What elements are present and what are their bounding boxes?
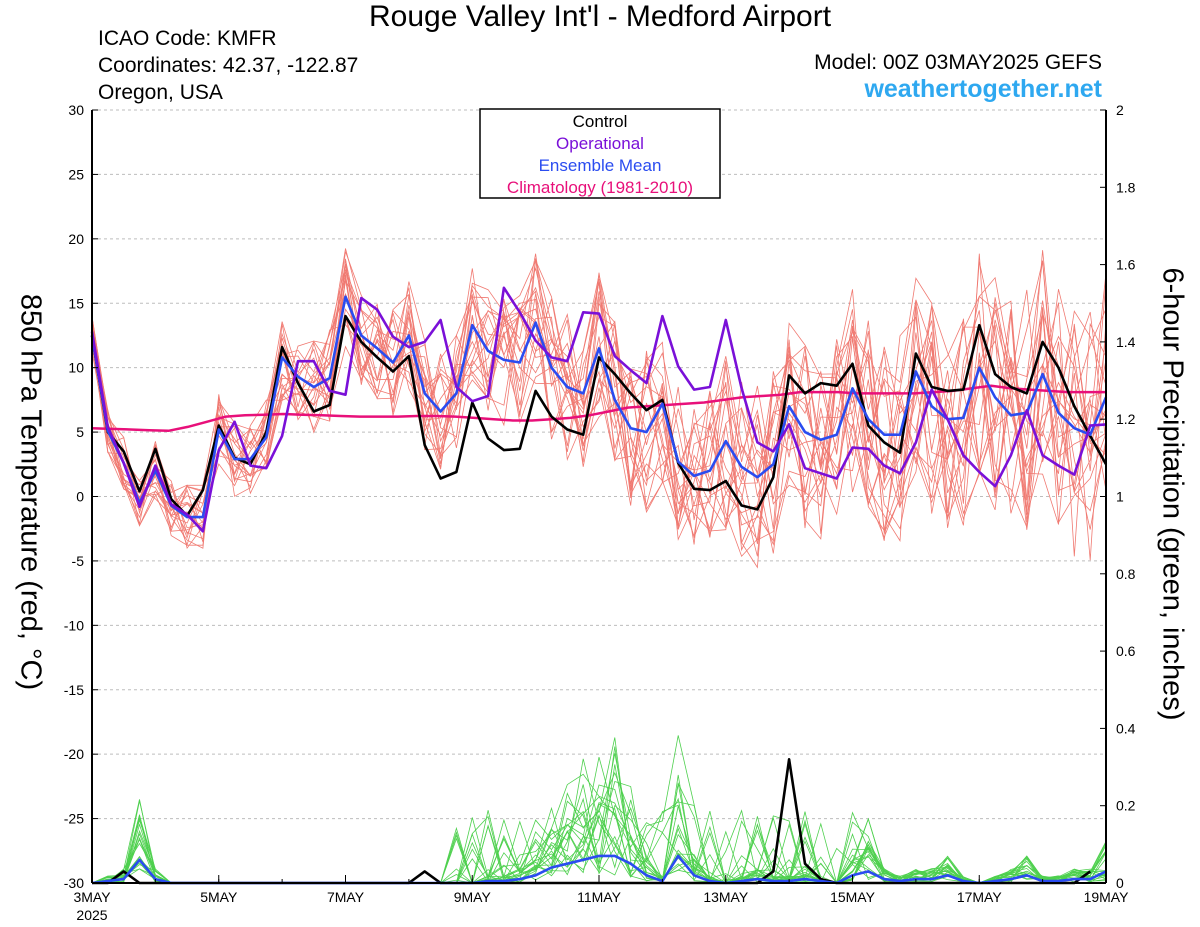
x-tick-label: 19MAY — [1084, 889, 1130, 905]
y-tick-label: 30 — [68, 102, 84, 118]
y2-tick-label: 2 — [1116, 102, 1124, 118]
climatology-1981-2010-line — [91, 384, 1106, 433]
operational-line — [90, 286, 1107, 533]
grid-lines — [92, 109, 1106, 884]
y2-tick-label: 0.2 — [1116, 798, 1136, 814]
icao-code: ICAO Code: KMFR — [98, 27, 277, 50]
y-tick-label: -30 — [64, 875, 84, 891]
y2-tick-label: 0.6 — [1116, 643, 1136, 659]
legend-entry: Control — [573, 112, 628, 131]
y-tick-label: -20 — [64, 746, 84, 762]
y-tick-label: 15 — [68, 295, 84, 311]
legend: Control Operational Ensemble Mean Climatolo… — [479, 108, 721, 199]
y-tick-label: 20 — [68, 231, 84, 247]
ensemble-mean-line — [90, 295, 1108, 519]
x-tick-label: 3MAY — [73, 889, 111, 905]
y-tick-label: -25 — [64, 811, 84, 827]
legend-box — [479, 108, 721, 199]
legend-entry: Climatology (1981-2010) — [507, 178, 693, 197]
y2-tick-label: 0 — [1116, 875, 1124, 891]
x-tick-label: 5MAY — [200, 889, 238, 905]
region: Oregon, USA — [98, 81, 223, 104]
x-tick-label: 11MAY — [577, 889, 621, 905]
y2-tick-label: 1.4 — [1116, 334, 1136, 350]
temp-member-line — [91, 274, 1107, 545]
x-tick-label: 15MAY — [830, 889, 876, 905]
x-tick-label: 7MAY — [327, 889, 365, 905]
y2-tick-label: 0.8 — [1116, 566, 1136, 582]
y-tick-label: -5 — [72, 553, 85, 569]
y2-tick-label: 1 — [1116, 489, 1124, 505]
legend-entry: Operational — [556, 134, 644, 153]
model-run: Model: 00Z 03MAY2025 GEFS — [814, 51, 1102, 74]
y-tick-label: -15 — [64, 682, 84, 698]
temp-member-line — [91, 272, 1107, 552]
temp-member-line — [91, 277, 1107, 558]
y2-tick-label: 1.2 — [1116, 411, 1136, 427]
y-tick-label: 25 — [68, 166, 84, 182]
x-tick-label: 9MAY — [454, 889, 492, 905]
temp-member-line — [91, 260, 1107, 557]
x-tick-label: 17MAY — [957, 889, 1003, 905]
y-tick-label: 10 — [68, 360, 84, 376]
temp-member-line — [91, 253, 1107, 535]
y2-tick-label: 1.8 — [1116, 179, 1136, 195]
chart-title: Rouge Valley Int'l - Medford Airport — [368, 0, 832, 33]
precip-member-line — [91, 756, 1107, 884]
x-tick-sublabel: 2025 — [76, 907, 107, 923]
y2-tick-label: 0.4 — [1116, 720, 1136, 736]
legend-entry: Ensemble Mean — [539, 156, 662, 175]
temp-member-line — [91, 248, 1107, 541]
temp-member-line — [91, 253, 1107, 543]
axes: 302520151050-5-10-15-20-25-3021.81.61.41… — [64, 102, 1136, 923]
y-tick-label: 5 — [76, 424, 84, 440]
y-tick-label: -10 — [64, 617, 84, 633]
site-link[interactable]: weathertogether.net — [864, 75, 1102, 103]
series-lines — [90, 286, 1108, 885]
y-tick-label: 0 — [76, 489, 84, 505]
x-tick-label: 13MAY — [703, 889, 749, 905]
ensemble-members — [91, 248, 1107, 885]
coordinates: Coordinates: 42.37, -122.87 — [98, 54, 359, 77]
y2-tick-label: 1.6 — [1116, 257, 1136, 273]
temp-member-line — [91, 276, 1107, 549]
